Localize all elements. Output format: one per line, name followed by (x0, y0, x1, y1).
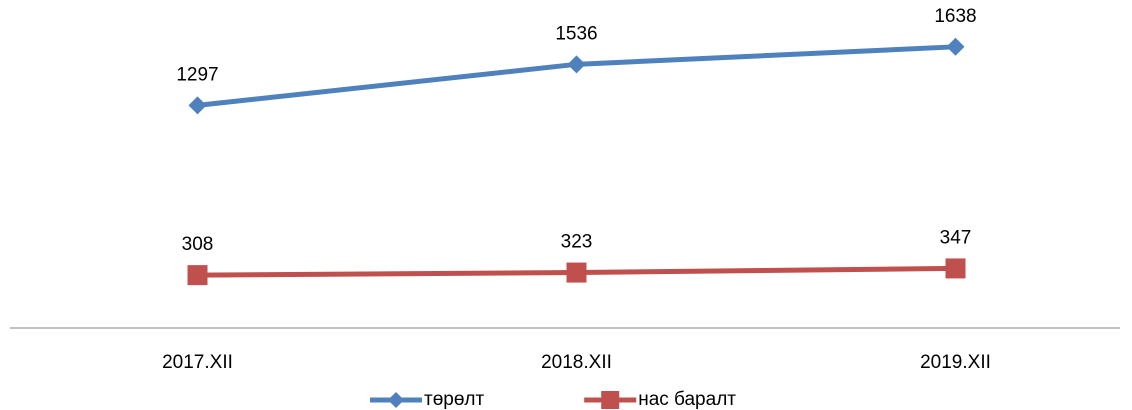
data-label: 1297 (176, 64, 218, 85)
data-label: 308 (182, 234, 214, 255)
marker (945, 258, 966, 279)
marker (567, 55, 586, 74)
data-label: 1536 (555, 23, 597, 44)
data-label: 347 (940, 227, 972, 248)
data-label: 323 (561, 232, 593, 253)
data-label: 1638 (934, 6, 976, 27)
marker (566, 262, 587, 283)
marker (188, 96, 207, 115)
marker (388, 392, 404, 408)
x-tick-label: 2017.XII (162, 352, 233, 373)
marker (946, 37, 965, 56)
marker (187, 265, 208, 286)
legend-label: нас баралт (638, 389, 736, 410)
x-tick-label: 2019.XII (920, 352, 991, 373)
marker (601, 391, 620, 409)
x-tick-label: 2018.XII (541, 352, 612, 373)
legend-label: төрөлт (424, 389, 484, 410)
